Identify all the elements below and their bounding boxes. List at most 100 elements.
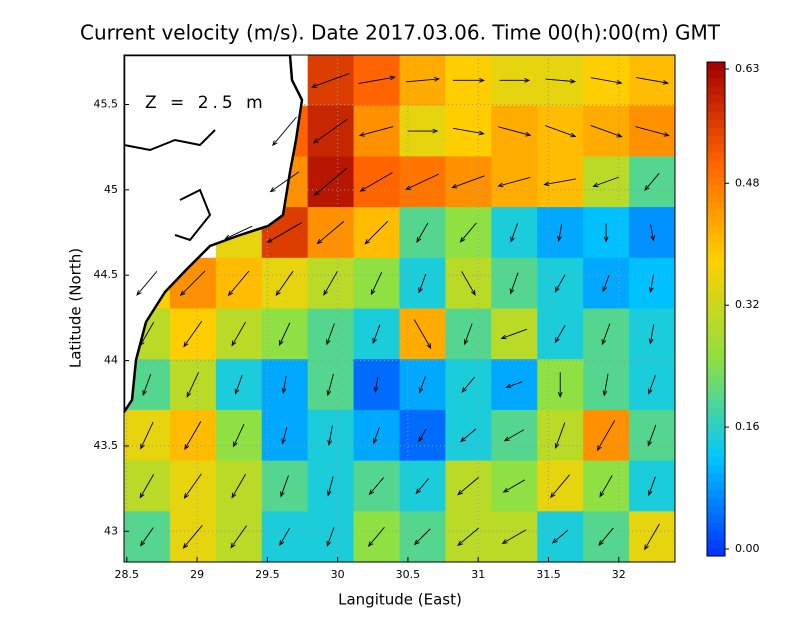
velocity-arrow	[644, 523, 660, 551]
velocity-arrow	[599, 475, 613, 498]
velocity-arrow	[179, 270, 206, 297]
velocity-arrow	[266, 222, 303, 243]
colorbar-swatch	[707, 448, 725, 458]
velocity-arrow	[279, 322, 291, 346]
coast-detail	[124, 129, 216, 242]
velocity-arrow	[183, 320, 203, 348]
colorbar-swatch	[707, 111, 725, 121]
velocity-arrow	[598, 527, 614, 546]
velocity-arrow	[499, 77, 531, 83]
velocity-arrow	[326, 373, 334, 397]
velocity-arrow	[224, 225, 253, 240]
velocity-arrow	[405, 173, 439, 190]
colorbar-swatch	[707, 457, 725, 466]
y-tick-label: 43.5	[94, 439, 119, 452]
velocity-arrow	[590, 124, 623, 138]
velocity-arrow	[269, 171, 300, 193]
chart-title: Current velocity (m/s). Date 2017.03.06.…	[80, 21, 721, 45]
colorbar-swatch	[707, 119, 725, 129]
colorbar-swatch	[707, 152, 725, 162]
velocity-arrow	[310, 73, 350, 88]
velocity-arrow	[557, 224, 563, 242]
velocity-arrow	[316, 221, 345, 245]
colorbar-swatch	[707, 251, 725, 261]
vectors	[136, 73, 670, 551]
velocity-arrow	[636, 77, 669, 85]
colorbar-swatch	[707, 267, 725, 277]
colorbar-swatch	[707, 243, 725, 252]
plot-frame	[123, 54, 676, 563]
x-tick-label: 31.5	[536, 568, 561, 581]
velocity-arrow	[459, 222, 477, 243]
velocity-arrow	[326, 476, 334, 497]
colorbar-swatch	[707, 547, 725, 557]
colorbar-frame	[706, 61, 726, 557]
colorbar-swatch	[707, 127, 725, 137]
velocity-arrow	[358, 126, 394, 137]
velocity-arrow	[505, 381, 523, 389]
colorbar-swatch	[707, 350, 725, 359]
velocity-arrow	[463, 323, 473, 346]
colorbar-swatch	[707, 300, 725, 310]
velocity-arrow	[231, 321, 246, 347]
colorbar-swatch	[707, 399, 725, 409]
velocity-arrow	[543, 178, 577, 187]
velocity-arrow	[227, 270, 250, 297]
velocity-arrow	[358, 75, 396, 85]
colorbar-swatch	[707, 358, 725, 368]
velocity-arrow	[280, 475, 289, 498]
colorbar-swatch	[707, 432, 725, 442]
velocity-arrow	[557, 372, 563, 398]
velocity-arrow	[554, 274, 566, 293]
colorbar-tick-label: 0.16	[735, 420, 760, 433]
colorbar-swatch	[707, 424, 725, 433]
velocity-arrow	[554, 422, 566, 450]
colorbar-swatch	[707, 440, 725, 450]
annotation: Z = 2.5 m	[145, 93, 267, 113]
velocity-arrow	[603, 223, 609, 243]
velocity-arrow	[272, 116, 297, 147]
colorbar-swatch	[707, 193, 725, 203]
velocity-arrow	[498, 126, 532, 137]
land	[124, 55, 304, 415]
x-tick-label: 28.5	[115, 568, 140, 581]
velocity-arrow	[650, 224, 655, 242]
colorbar-swatch	[707, 284, 725, 294]
velocity-arrow	[140, 421, 154, 450]
colorbar-swatch	[707, 201, 725, 211]
colorbar-swatch	[707, 490, 725, 499]
x-tick-label: 29	[190, 568, 204, 581]
velocity-arrow	[501, 529, 527, 544]
colorbar-swatch	[707, 416, 725, 425]
velocity-arrow	[461, 271, 476, 296]
velocity-arrow	[418, 428, 427, 443]
colorbar-swatch	[707, 292, 725, 302]
colorbar-swatch	[707, 210, 725, 219]
colorbar-swatch	[707, 234, 725, 244]
velocity-arrow	[323, 271, 338, 296]
velocity-arrow	[461, 376, 475, 393]
colorbar-swatch	[707, 136, 725, 145]
colorbar-swatch	[707, 185, 725, 195]
colorbar-swatch	[707, 317, 725, 326]
colorbar-swatch	[707, 473, 725, 483]
colorbar-swatch	[707, 259, 725, 269]
velocity-arrow	[136, 270, 158, 296]
velocity-arrow	[502, 479, 526, 493]
velocity-arrow	[418, 273, 427, 294]
colorbar-swatch	[707, 531, 725, 541]
velocity-arrow	[415, 478, 430, 495]
colorbar-swatch	[707, 325, 725, 335]
y-axis-label: Latitude (North)	[67, 248, 85, 368]
colorbar-swatch	[707, 391, 725, 401]
velocity-arrow	[407, 128, 439, 134]
velocity-arrow	[186, 372, 199, 398]
colorbar-swatch	[707, 226, 725, 236]
velocity-arrow	[413, 528, 431, 546]
velocity-arrow	[370, 271, 383, 296]
colorbar-swatch	[707, 103, 725, 112]
velocity-arrow	[647, 424, 657, 447]
velocity-arrow	[405, 76, 441, 83]
velocity-arrow	[364, 220, 389, 245]
velocity-arrow	[457, 527, 480, 547]
